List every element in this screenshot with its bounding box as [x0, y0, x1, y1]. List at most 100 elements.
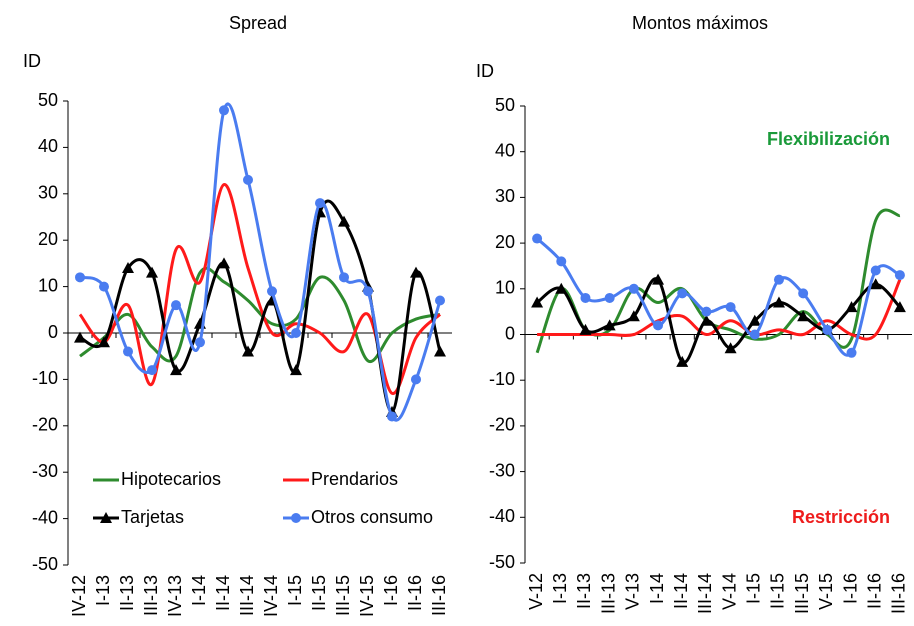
- x-tick-label: III-13: [598, 573, 618, 614]
- point: [772, 296, 785, 308]
- x-tick-label: III-14: [695, 573, 715, 614]
- point: [555, 282, 568, 294]
- x-tick-label: I-14: [189, 575, 209, 606]
- point: [122, 262, 134, 274]
- x-tick-label: IV-12: [69, 575, 89, 617]
- point: [627, 310, 640, 322]
- y-tick-label: 20: [495, 232, 515, 252]
- y-tick-label: 10: [495, 278, 515, 298]
- point: [700, 314, 713, 326]
- y-tick-label: 30: [495, 186, 515, 206]
- point: [338, 215, 350, 227]
- x-tick-label: II-15: [309, 575, 329, 611]
- x-tick-label: V-14: [719, 573, 739, 610]
- point: [822, 324, 833, 335]
- x-tick-label: I-16: [381, 575, 401, 606]
- legend-marker: [100, 512, 112, 523]
- point: [580, 292, 591, 303]
- x-tick-label: II-16: [405, 575, 425, 611]
- point: [218, 257, 230, 269]
- point: [98, 336, 110, 348]
- y-tick-label: 50: [38, 90, 58, 110]
- x-tick-label: III-14: [237, 575, 257, 616]
- point: [315, 198, 325, 209]
- legend-marker: [291, 513, 301, 523]
- point: [653, 320, 664, 331]
- point: [556, 256, 567, 267]
- point: [363, 286, 373, 297]
- point: [773, 274, 784, 285]
- y-tick-label: -30: [32, 461, 58, 481]
- point: [290, 364, 302, 376]
- x-tick-label: V-13: [623, 573, 643, 610]
- point: [242, 345, 254, 357]
- point: [219, 105, 229, 116]
- y-tick-label: -40: [32, 507, 58, 527]
- x-tick-label: I-13: [550, 573, 570, 604]
- y-axis-label: ID: [23, 51, 41, 71]
- point: [628, 283, 639, 294]
- legend-label: Prendarios: [311, 469, 398, 489]
- y-tick-label: -30: [489, 460, 515, 480]
- x-tick-label: III-16: [889, 573, 909, 614]
- x-tick-label: V-15: [816, 573, 836, 610]
- x-tick-label: II-13: [117, 575, 137, 611]
- y-tick-label: -50: [489, 552, 515, 572]
- series-line: [536, 277, 902, 364]
- point: [749, 329, 760, 340]
- x-tick-label: I-15: [744, 573, 764, 604]
- x-tick-label: II-16: [864, 573, 884, 609]
- point: [434, 345, 446, 357]
- point: [243, 174, 253, 185]
- point: [677, 288, 688, 299]
- point: [603, 319, 616, 331]
- x-tick-label: IV-13: [165, 575, 185, 617]
- y-tick-label: -40: [489, 506, 515, 526]
- point: [435, 295, 445, 306]
- legend-label: Tarjetas: [121, 507, 184, 527]
- chart-title: Montos máximos: [632, 13, 768, 33]
- point: [579, 323, 592, 335]
- point: [99, 281, 109, 292]
- point: [195, 337, 205, 348]
- point: [870, 265, 881, 276]
- y-tick-label: 40: [38, 136, 58, 156]
- y-tick-label: 50: [495, 95, 515, 115]
- y-tick-label: 20: [38, 229, 58, 249]
- y-tick-label: -20: [489, 415, 515, 435]
- y-tick-label: -10: [489, 369, 515, 389]
- point: [146, 266, 158, 278]
- point: [410, 266, 422, 278]
- point: [74, 331, 86, 343]
- point: [147, 365, 157, 376]
- x-tick-label: I-15: [285, 575, 305, 606]
- point: [170, 364, 182, 376]
- point: [75, 272, 85, 283]
- y-tick-label: 0: [48, 322, 58, 342]
- point: [798, 288, 809, 299]
- point: [725, 302, 736, 313]
- point: [894, 270, 905, 281]
- point: [411, 374, 421, 385]
- point: [893, 301, 906, 313]
- x-tick-label: V-12: [526, 573, 546, 610]
- series-line: [536, 237, 901, 357]
- y-axis-label: ID: [476, 61, 494, 81]
- x-tick-label: II-14: [671, 573, 691, 609]
- point: [604, 292, 615, 303]
- point: [676, 355, 689, 367]
- x-tick-label: IV-14: [261, 575, 281, 617]
- point: [171, 300, 181, 311]
- point: [845, 301, 858, 313]
- legend-label: Otros consumo: [311, 507, 433, 527]
- x-tick-label: IV-15: [357, 575, 377, 617]
- x-tick-label: II-13: [574, 573, 594, 609]
- x-tick-label: II-15: [768, 573, 788, 609]
- point: [267, 286, 277, 297]
- point: [652, 273, 665, 285]
- annotation: Flexibilización: [767, 129, 890, 149]
- x-tick-label: I-13: [93, 575, 113, 606]
- x-tick-label: I-16: [840, 573, 860, 604]
- annotation: Restricción: [792, 507, 890, 527]
